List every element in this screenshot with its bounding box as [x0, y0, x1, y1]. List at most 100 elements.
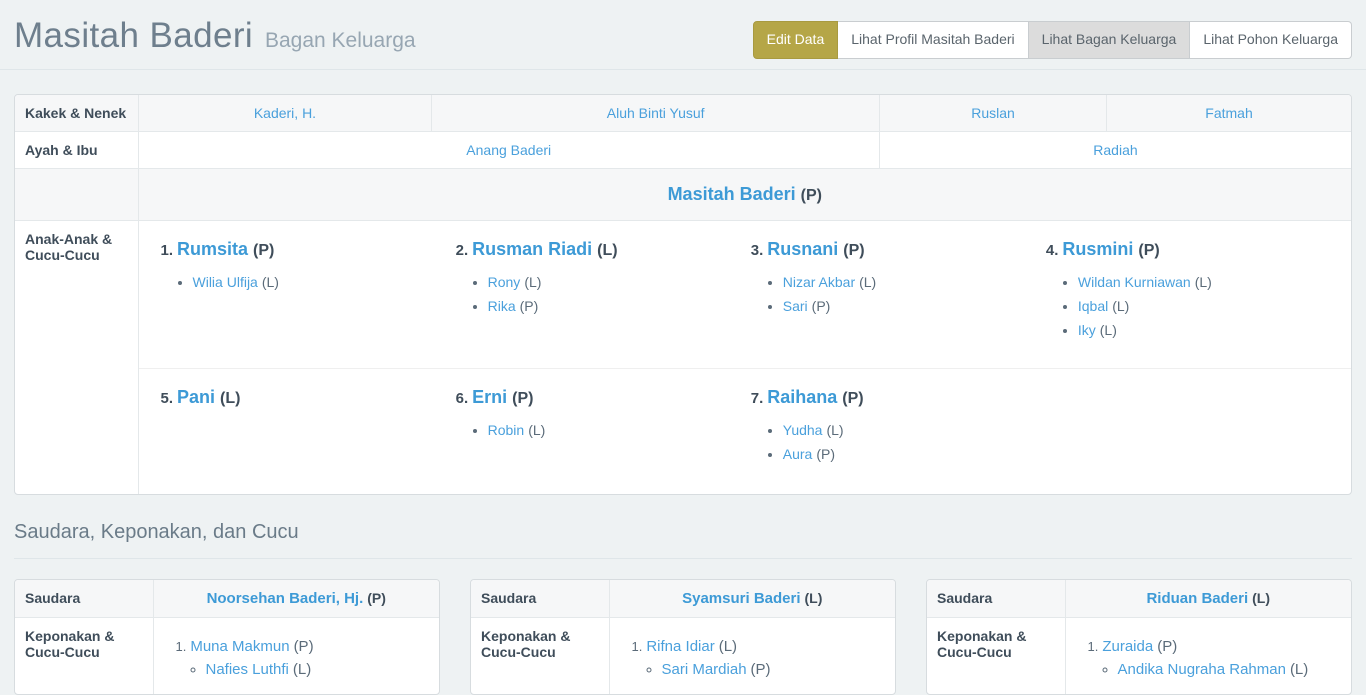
- child-name-link[interactable]: Rusman Riadi: [472, 239, 593, 259]
- nephew-child-name-link[interactable]: Sari Mardiah: [661, 661, 747, 678]
- child-number: 7.: [750, 390, 764, 407]
- nephews-cell: 1.Muna Makmun(P) Nafies Luthfi(L): [152, 617, 439, 694]
- child-name-link[interactable]: Rusnani: [767, 239, 839, 259]
- child-number: 1.: [160, 242, 174, 259]
- child-gender-tag: (P): [512, 390, 534, 407]
- child-name-link[interactable]: Rusmini: [1062, 239, 1134, 259]
- child-gender-tag: (P): [253, 242, 275, 259]
- grandchild-name-link[interactable]: Wildan Kurniawan: [1077, 274, 1191, 290]
- self-gender-tag: (P): [800, 187, 822, 204]
- sibling-table: Saudara Riduan Baderi (L) Keponakan & Cuc…: [927, 580, 1351, 694]
- child-block-5: 5. Pani (L): [161, 377, 456, 482]
- grandchild-name-link[interactable]: Yudha: [782, 422, 823, 438]
- grandchild-name-link[interactable]: Sari: [782, 298, 808, 314]
- nephews-list: 1.Rifna Idiar(L) Sari Mardiah(P): [622, 638, 884, 678]
- mother-link[interactable]: Radiah: [1093, 142, 1138, 158]
- grandchild-item: Rony(L): [488, 274, 751, 290]
- sibling-table: Saudara Syamsuri Baderi (L) Keponakan & C…: [471, 580, 895, 694]
- self-cell: Masitah Baderi (P): [137, 168, 1351, 221]
- nephew-name-link[interactable]: Rifna Idiar: [646, 638, 715, 655]
- grandchildren-list: Nizar Akbar(L) Sari(P): [751, 274, 1046, 314]
- grandchild-gender-tag: (L): [1112, 298, 1130, 314]
- sibling-name-cell: Syamsuri Baderi (L): [608, 580, 895, 618]
- siblings-section-title: Saudara, Keponakan, dan Cucu: [14, 521, 1352, 559]
- nephew-children-list: Andika Nugraha Rahman(L): [1088, 661, 1340, 678]
- nephew-child-gender-tag: (P): [750, 661, 771, 678]
- mother-cell: Radiah: [878, 131, 1351, 169]
- grandchild-item: Wilia Ulfija(L): [193, 274, 456, 290]
- grandchild-gender-tag: (L): [826, 422, 844, 438]
- grandchild-name-link[interactable]: Robin: [487, 422, 525, 438]
- lihat-bagan-button[interactable]: Lihat Bagan Keluarga: [1028, 21, 1191, 59]
- grandchild-name-link[interactable]: Nizar Akbar: [782, 274, 856, 290]
- sibling-name-link[interactable]: Noorsehan Baderi, Hj.: [206, 590, 364, 607]
- sibling-cards: Saudara Noorsehan Baderi, Hj. (P) Keponak…: [14, 579, 1352, 695]
- child-block-4: 4.Rusmini(P) Wildan Kurniawan(L) Iqbal(L…: [1046, 229, 1341, 356]
- grandchild-item: Iky(L): [1078, 322, 1341, 338]
- child-heading: 7. Raihana (P): [751, 387, 1046, 408]
- nephew-item: 1.Rifna Idiar(L) Sari Mardiah(P): [632, 638, 884, 678]
- child-name-link[interactable]: Pani: [177, 387, 216, 407]
- nephew-number: 1.: [1087, 639, 1099, 654]
- grandfather-paternal-link[interactable]: Kaderi, H.: [253, 105, 317, 121]
- lihat-profil-button[interactable]: Lihat Profil Masitah Baderi: [838, 21, 1029, 59]
- grandchild-item: Sari(P): [783, 298, 1046, 314]
- self-name-link[interactable]: Masitah Baderi: [667, 184, 796, 204]
- sibling-name-link[interactable]: Riduan Baderi: [1146, 590, 1249, 607]
- nephew-child-gender-tag: (L): [292, 661, 312, 678]
- grandfather-paternal-cell: Kaderi, H.: [137, 95, 432, 132]
- grandchild-name-link[interactable]: Iqbal: [1077, 298, 1109, 314]
- grandchildren-list: Rony(L) Rika(P): [456, 274, 751, 314]
- nephews-label: Keponakan & Cucu-Cucu: [15, 617, 153, 694]
- sibling-label: Saudara: [25, 590, 81, 606]
- toolbar-button-group: Edit Data Lihat Profil Masitah Baderi Li…: [752, 21, 1352, 59]
- grandchild-name-link[interactable]: Wilia Ulfija: [192, 274, 258, 290]
- nephew-gender-tag: (L): [718, 638, 738, 655]
- grandchild-item: Nizar Akbar(L): [783, 274, 1046, 290]
- grandfather-maternal-link[interactable]: Ruslan: [971, 105, 1015, 121]
- grandmother-maternal-link[interactable]: Fatmah: [1205, 105, 1253, 121]
- nephews-row: Keponakan & Cucu-Cucu 1.Muna Makmun(P) N…: [15, 617, 439, 694]
- child-name-link[interactable]: Raihana: [767, 387, 838, 407]
- children-grid-row-1: 1.Rumsita(P) Wilia Ulfija(L) 2.Rusman Ri…: [139, 221, 1352, 368]
- nephews-label: Keponakan & Cucu-Cucu: [927, 617, 1065, 694]
- sibling-name-link[interactable]: Syamsuri Baderi: [682, 590, 801, 607]
- child-gender-tag: (L): [597, 242, 618, 259]
- sibling-gender-tag: (L): [804, 590, 823, 606]
- sibling-label: Saudara: [481, 590, 537, 606]
- grandchildren-list: Wildan Kurniawan(L) Iqbal(L) Iky(L): [1046, 274, 1341, 338]
- nephew-child-name-link[interactable]: Nafies Luthfi: [205, 661, 289, 678]
- nephew-name-link[interactable]: Muna Makmun: [190, 638, 290, 655]
- lihat-pohon-button[interactable]: Lihat Pohon Keluarga: [1190, 21, 1352, 59]
- grandmother-maternal-cell: Fatmah: [1106, 95, 1351, 132]
- child-name-link[interactable]: Rumsita: [177, 239, 249, 259]
- grandchildren-list: Wilia Ulfija(L): [161, 274, 456, 290]
- nephew-gender-tag: (P): [293, 638, 314, 655]
- nephew-gender-tag: (P): [1157, 638, 1178, 655]
- nephew-name-link[interactable]: Zuraida: [1102, 638, 1154, 655]
- grandchild-name-link[interactable]: Rika: [487, 298, 516, 314]
- child-number: 2.: [455, 242, 469, 259]
- nephew-item: 1.Zuraida(P) Andika Nugraha Rahman(L): [1088, 638, 1340, 678]
- grandchild-name-link[interactable]: Rony: [487, 274, 521, 290]
- nephews-cell: 1.Rifna Idiar(L) Sari Mardiah(P): [608, 617, 895, 694]
- edit-data-button[interactable]: Edit Data: [752, 21, 839, 59]
- child-name-link[interactable]: Erni: [472, 387, 508, 407]
- nephews-list: 1.Muna Makmun(P) Nafies Luthfi(L): [166, 638, 428, 678]
- grandchild-name-link[interactable]: Iky: [1077, 322, 1096, 338]
- grandmother-paternal-link[interactable]: Aluh Binti Yusuf: [606, 105, 705, 121]
- sibling-gender-tag: (L): [1252, 590, 1271, 606]
- grandchild-name-link[interactable]: Aura: [782, 446, 813, 462]
- grandchild-gender-tag: (L): [1194, 274, 1212, 290]
- child-heading: 5. Pani (L): [161, 387, 456, 408]
- nephews-list: 1.Zuraida(P) Andika Nugraha Rahman(L): [1078, 638, 1340, 678]
- grandchild-gender-tag: (L): [261, 274, 279, 290]
- family-chart-table: Kakek & Nenek Kaderi, H. Aluh Binti Yusu…: [15, 95, 1351, 494]
- nephew-child-name-link[interactable]: Andika Nugraha Rahman: [1117, 661, 1286, 678]
- nephew-item: 1.Muna Makmun(P) Nafies Luthfi(L): [176, 638, 428, 678]
- self-row: Masitah Baderi (P): [15, 168, 1351, 221]
- sibling-name-cell: Noorsehan Baderi, Hj. (P): [152, 580, 439, 618]
- sibling-card-1: Saudara Noorsehan Baderi, Hj. (P) Keponak…: [14, 579, 440, 695]
- nephew-children-list: Sari Mardiah(P): [632, 661, 884, 678]
- father-link[interactable]: Anang Baderi: [466, 142, 552, 158]
